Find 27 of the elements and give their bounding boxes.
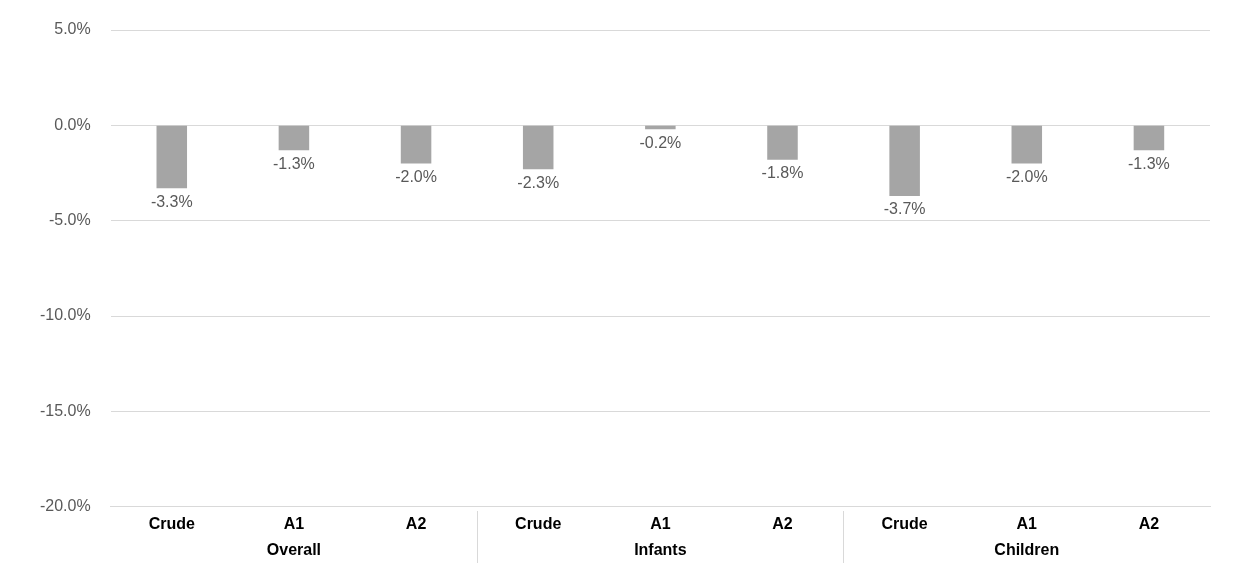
- y-tick-label: 0.0%: [54, 115, 91, 133]
- x-tick-label: A2: [1138, 514, 1160, 532]
- data-label: -2.0%: [1005, 167, 1048, 185]
- data-label: -2.0%: [395, 167, 437, 185]
- y-tick-label: -15.0%: [39, 401, 91, 419]
- data-label: -2.3%: [517, 173, 560, 191]
- data-label: -3.7%: [883, 200, 926, 218]
- y-tick-label: -10.0%: [39, 306, 91, 324]
- x-tick-label: Crude: [515, 514, 562, 532]
- x-tick-label: A1: [1016, 514, 1038, 532]
- data-label: -3.3%: [150, 192, 193, 210]
- text: Infants: [634, 541, 687, 559]
- x-tick-label: Crude: [881, 514, 928, 532]
- data-label: -1.3%: [1128, 154, 1170, 172]
- y-tick-label: 5.0%: [54, 20, 91, 38]
- data-label: -0.2%: [639, 133, 682, 151]
- text: Children: [994, 541, 1060, 559]
- text: Overall: [266, 541, 322, 559]
- y-tick-label: -20.0%: [39, 497, 91, 515]
- x-tick-label: A1: [650, 514, 671, 532]
- y-tick-label: -5.0%: [48, 211, 91, 229]
- x-tick-label: A2: [772, 514, 793, 532]
- x-tick-label: A2: [405, 514, 427, 532]
- data-label: -1.8%: [761, 164, 804, 182]
- data-label: -1.3%: [273, 154, 315, 172]
- x-tick-label: Crude: [148, 514, 195, 532]
- x-tick-label: A1: [283, 514, 305, 532]
